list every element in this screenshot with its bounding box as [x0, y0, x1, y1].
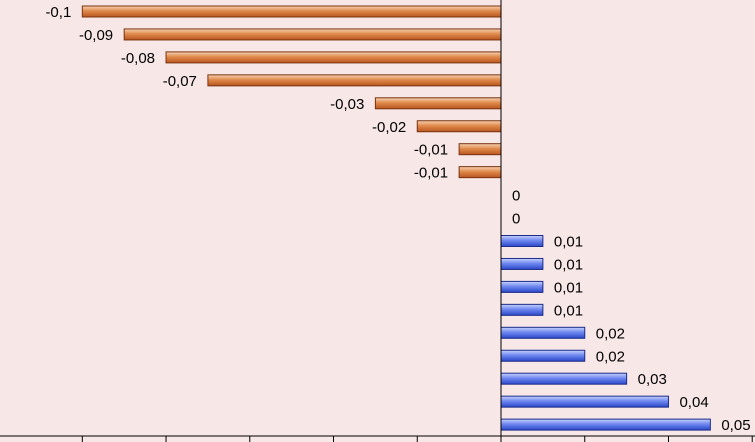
bar-17	[500, 395, 669, 408]
data-label-8: 0	[512, 188, 520, 205]
data-labels-group: -0,1 -0,09 -0,08 -0,07 -0,03 -0,02 -0,01 -0,01 0…	[45, 4, 750, 434]
data-label-17: 0,04	[679, 394, 708, 411]
bar-4	[374, 97, 502, 110]
bar-0	[81, 5, 502, 18]
bar-16	[500, 372, 628, 385]
bar-10	[500, 235, 544, 247]
data-label-10: 0,01	[554, 234, 583, 251]
data-label-4: -0,03	[330, 96, 364, 113]
data-label-6: -0,01	[414, 142, 448, 159]
bar-1	[123, 28, 502, 41]
bar-7	[458, 166, 502, 179]
bars-group	[81, 5, 711, 431]
bar-18	[500, 418, 711, 431]
bar-14	[500, 326, 586, 339]
data-label-18: 0,05	[721, 417, 750, 434]
data-label-2: -0,08	[121, 50, 155, 67]
bar-15	[500, 349, 586, 362]
data-label-12: 0,01	[554, 279, 583, 296]
bar-3	[207, 74, 502, 87]
data-label-1: -0,09	[79, 27, 113, 44]
data-label-3: -0,07	[163, 73, 197, 90]
data-label-9: 0	[512, 211, 520, 228]
bar-5	[416, 120, 502, 133]
data-label-15: 0,02	[596, 348, 625, 365]
data-label-11: 0,01	[554, 256, 583, 273]
bar-13	[500, 303, 544, 316]
data-label-7: -0,01	[414, 165, 448, 182]
data-label-0: -0,1	[45, 4, 71, 21]
data-label-16: 0,03	[638, 371, 667, 388]
data-label-5: -0,02	[372, 119, 406, 136]
bar-6	[458, 143, 502, 156]
bar-11	[500, 257, 544, 270]
data-label-14: 0,02	[596, 325, 625, 342]
data-label-13: 0,01	[554, 302, 583, 319]
bar-12	[500, 280, 544, 293]
bar-2	[165, 51, 502, 64]
